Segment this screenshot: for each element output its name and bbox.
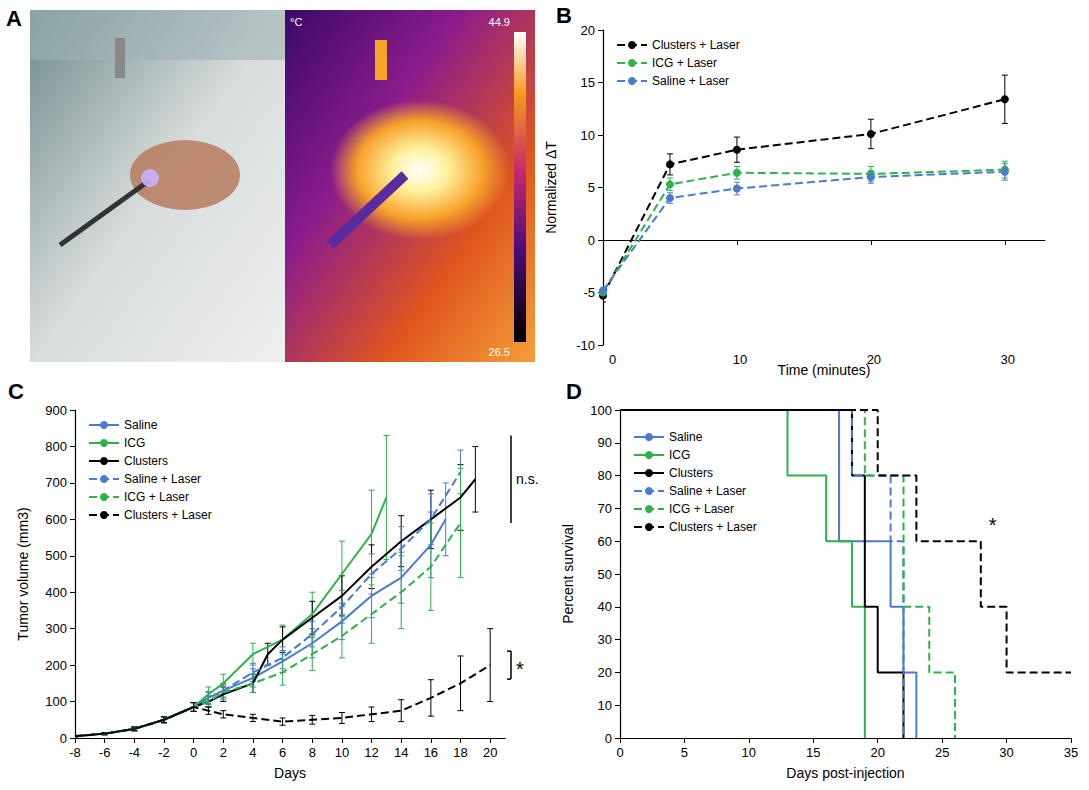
svg-text:500: 500 [45, 548, 67, 563]
svg-text:20: 20 [867, 352, 881, 367]
svg-text:ICG: ICG [124, 436, 145, 450]
svg-text:*: * [989, 514, 997, 536]
svg-text:40: 40 [598, 599, 612, 614]
svg-text:0: 0 [60, 731, 67, 746]
svg-text:n.s.: n.s. [516, 471, 539, 487]
svg-text:10: 10 [742, 745, 756, 760]
svg-text:18: 18 [453, 745, 467, 760]
svg-text:20: 20 [870, 745, 884, 760]
svg-text:10: 10 [581, 128, 595, 143]
svg-text:15: 15 [806, 745, 820, 760]
svg-text:20: 20 [598, 665, 612, 680]
svg-text:300: 300 [45, 621, 67, 636]
svg-text:20: 20 [581, 23, 595, 38]
svg-text:900: 900 [45, 403, 67, 418]
svg-text:30: 30 [1001, 352, 1015, 367]
svg-text:Days post-injection: Days post-injection [786, 765, 904, 781]
svg-text:25: 25 [935, 745, 949, 760]
svg-text:400: 400 [45, 585, 67, 600]
svg-text:-2: -2 [158, 745, 170, 760]
svg-text:10: 10 [598, 698, 612, 713]
svg-text:ICG: ICG [669, 448, 690, 462]
svg-text:10: 10 [733, 352, 747, 367]
svg-text:30: 30 [598, 632, 612, 647]
svg-text:C: C [8, 379, 24, 404]
svg-text:Clusters + Laser: Clusters + Laser [669, 520, 757, 534]
svg-text:Saline + Laser: Saline + Laser [124, 472, 201, 486]
svg-text:Saline + Laser: Saline + Laser [652, 74, 729, 88]
svg-text:700: 700 [45, 475, 67, 490]
svg-text:2: 2 [220, 745, 227, 760]
svg-text:5: 5 [588, 180, 595, 195]
svg-text:14: 14 [394, 745, 408, 760]
svg-text:A: A [6, 6, 22, 31]
svg-text:Clusters + Laser: Clusters + Laser [652, 38, 740, 52]
svg-text:0: 0 [605, 731, 612, 746]
svg-text:90: 90 [598, 435, 612, 450]
svg-text:-4: -4 [129, 745, 141, 760]
svg-text:-10: -10 [576, 338, 595, 353]
svg-text:Normalized ΔT: Normalized ΔT [543, 141, 559, 234]
svg-text:800: 800 [45, 439, 67, 454]
svg-text:80: 80 [598, 468, 612, 483]
svg-text:70: 70 [598, 501, 612, 516]
svg-text:8: 8 [309, 745, 316, 760]
svg-text:ICG + Laser: ICG + Laser [669, 502, 734, 516]
svg-text:Saline: Saline [124, 418, 158, 432]
svg-text:ICG + Laser: ICG + Laser [652, 56, 717, 70]
svg-text:100: 100 [590, 403, 612, 418]
svg-text:600: 600 [45, 512, 67, 527]
svg-text:20: 20 [483, 745, 497, 760]
svg-text:°C: °C [290, 16, 302, 28]
svg-text:Saline: Saline [669, 430, 703, 444]
svg-text:-5: -5 [583, 285, 595, 300]
svg-text:B: B [556, 3, 572, 28]
svg-text:6: 6 [279, 745, 286, 760]
svg-text:30: 30 [999, 745, 1013, 760]
svg-text:Saline + Laser: Saline + Laser [669, 484, 746, 498]
svg-text:*: * [516, 658, 524, 680]
svg-text:Percent survival: Percent survival [560, 524, 576, 624]
svg-text:-8: -8 [69, 745, 81, 760]
svg-text:44.9: 44.9 [489, 16, 510, 28]
svg-text:5: 5 [681, 745, 688, 760]
svg-text:0: 0 [588, 233, 595, 248]
svg-text:Clusters + Laser: Clusters + Laser [124, 508, 212, 522]
svg-text:Time (minutes): Time (minutes) [778, 362, 871, 378]
svg-text:Clusters: Clusters [124, 454, 168, 468]
svg-text:-6: -6 [99, 745, 111, 760]
svg-text:26.5: 26.5 [489, 346, 510, 358]
svg-text:35: 35 [1064, 745, 1078, 760]
svg-text:50: 50 [598, 567, 612, 582]
svg-text:Clusters: Clusters [669, 466, 713, 480]
svg-text:15: 15 [581, 75, 595, 90]
svg-text:0: 0 [190, 745, 197, 760]
svg-text:Tumor volume (mm3): Tumor volume (mm3) [15, 507, 31, 640]
svg-text:10: 10 [335, 745, 349, 760]
svg-text:12: 12 [364, 745, 378, 760]
svg-text:0: 0 [609, 352, 616, 367]
svg-text:0: 0 [616, 745, 623, 760]
svg-text:100: 100 [45, 694, 67, 709]
svg-text:16: 16 [424, 745, 438, 760]
svg-text:Days: Days [274, 765, 306, 781]
svg-text:ICG + Laser: ICG + Laser [124, 490, 189, 504]
svg-text:4: 4 [249, 745, 256, 760]
svg-text:D: D [566, 379, 582, 404]
svg-text:200: 200 [45, 658, 67, 673]
svg-text:60: 60 [598, 534, 612, 549]
